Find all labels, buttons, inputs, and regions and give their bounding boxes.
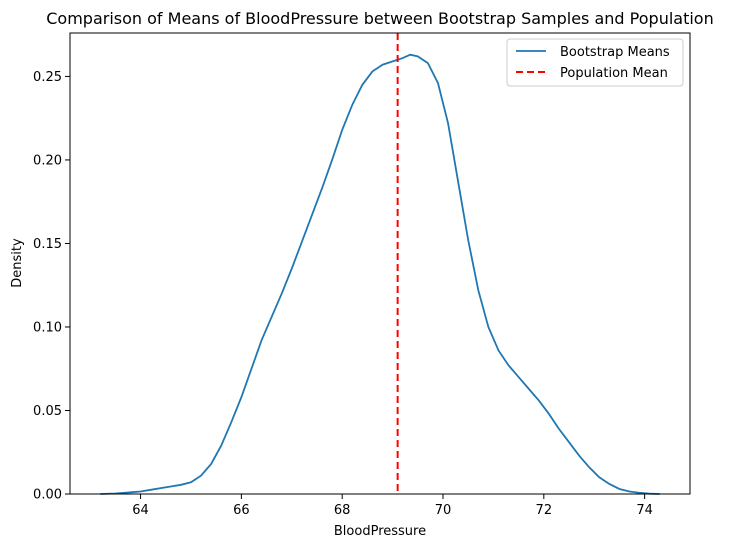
y-tick-label: 0.25 xyxy=(33,70,62,85)
x-tick-label: 66 xyxy=(233,503,250,518)
legend-label-bootstrap-means: Bootstrap Means xyxy=(560,45,670,60)
x-tick-label: 70 xyxy=(435,503,452,518)
y-tick-label: 0.05 xyxy=(33,404,62,419)
legend: Bootstrap Means Population Mean xyxy=(506,38,684,87)
plot-area xyxy=(100,33,660,495)
y-tick-label: 0.15 xyxy=(33,237,62,252)
chart-title: Comparison of Means of BloodPressure bet… xyxy=(46,9,713,28)
y-tick-label: 0.00 xyxy=(33,488,62,503)
y-tick-label: 0.20 xyxy=(33,153,62,168)
x-tick-label: 74 xyxy=(636,503,653,518)
x-tick-label: 68 xyxy=(334,503,351,518)
x-tick-label: 64 xyxy=(132,503,149,518)
y-axis: 0.00 0.05 0.10 0.15 0.20 0.25 xyxy=(33,70,70,503)
y-tick-label: 0.10 xyxy=(33,320,62,335)
plot-frame xyxy=(69,32,691,495)
x-axis-label: BloodPressure xyxy=(334,524,426,539)
bootstrap-means-line xyxy=(100,53,660,495)
x-tick-label: 72 xyxy=(536,503,553,518)
legend-label-population-mean: Population Mean xyxy=(560,66,668,81)
y-axis-label: Density xyxy=(10,238,25,288)
x-axis: 64 66 68 70 72 74 xyxy=(132,494,653,518)
legend-box xyxy=(506,38,684,87)
